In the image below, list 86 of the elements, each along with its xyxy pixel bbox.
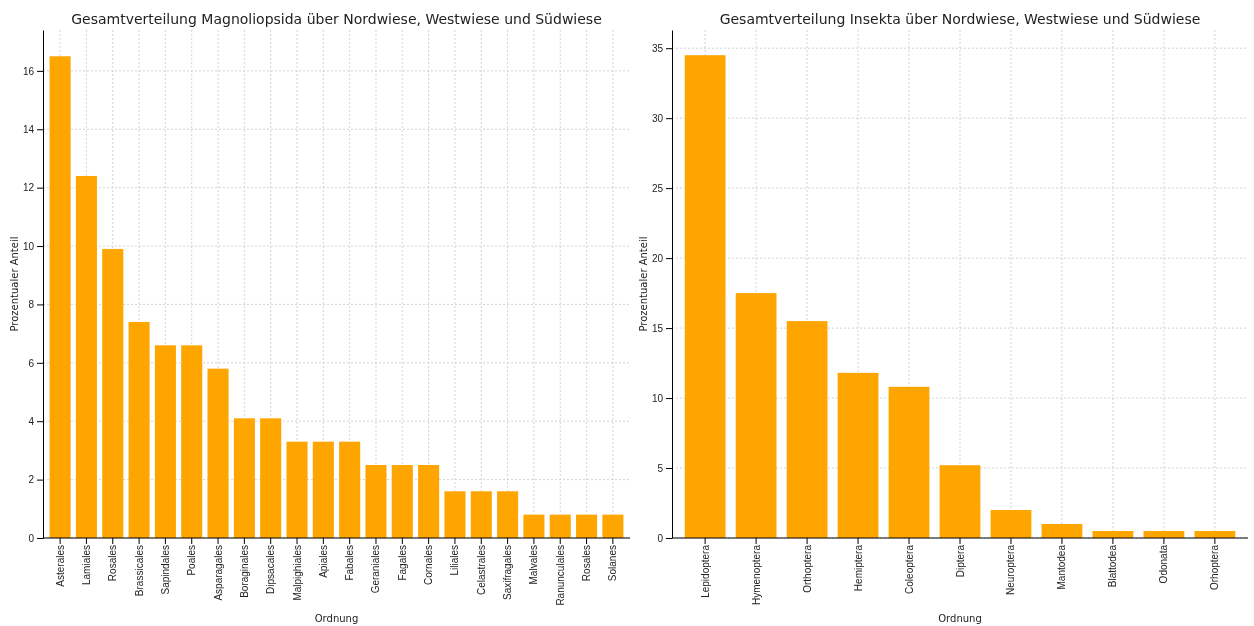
x-tick-label: Rosales — [107, 545, 119, 582]
bar — [444, 491, 466, 538]
bar — [684, 55, 726, 538]
x-tick-label: Malvales — [528, 545, 540, 585]
bar — [207, 368, 229, 538]
x-tick-label: Neuroptera — [1005, 544, 1017, 596]
y-tick-label: 5 — [657, 462, 664, 474]
bar — [576, 514, 598, 538]
bar — [990, 510, 1032, 538]
y-tick-label: 8 — [28, 299, 35, 311]
x-axis-title: Ordnung — [938, 613, 982, 624]
y-tick-label: 0 — [28, 532, 35, 544]
bar — [1041, 524, 1083, 538]
x-tick-label: Hemiptera — [852, 544, 864, 592]
bar — [128, 321, 150, 538]
x-tick-label: Hymenoptera — [750, 544, 762, 606]
x-tick-label: Lamiales — [80, 545, 92, 586]
y-tick-label: 30 — [651, 112, 664, 124]
x-tick-label: Malpighiales — [291, 545, 303, 601]
x-tick-label: Blattodea — [1107, 544, 1119, 588]
x-tick-label: Lepidoptera — [699, 544, 711, 598]
x-tick-label: Asparagales — [212, 545, 224, 601]
x-tick-label: Mantodea — [1056, 544, 1068, 590]
y-tick-label: 4 — [28, 415, 35, 427]
bar — [523, 514, 545, 538]
x-tick-label: Geraniales — [370, 545, 382, 594]
bar — [418, 465, 440, 538]
x-tick-label: Apiales — [317, 545, 329, 578]
y-tick-label: 14 — [22, 123, 35, 135]
bar — [260, 418, 282, 538]
y-tick-label: 20 — [651, 252, 664, 264]
chart-title: Gesamtverteilung Insekta über Nordwiese, Westwiese und Südwiese — [719, 11, 1201, 27]
x-tick-label: Dipsacales — [265, 545, 277, 594]
x-tick-label: Celastrales — [475, 545, 487, 596]
bar — [497, 491, 519, 538]
x-tick-label: Rosales — [581, 545, 593, 582]
bar — [75, 175, 97, 538]
y-tick-label: 10 — [22, 240, 35, 252]
bar — [102, 248, 124, 538]
y-tick-label: 2 — [28, 474, 35, 486]
x-axis-title: Ordnung — [314, 613, 359, 624]
bar — [181, 345, 203, 538]
x-tick-label: Fagales — [396, 545, 408, 581]
bar — [365, 465, 387, 538]
bar — [549, 514, 571, 538]
bar — [312, 441, 334, 538]
bar — [888, 386, 930, 538]
x-tick-label: Saxifragales — [502, 545, 514, 601]
x-tick-label: Boraginales — [238, 545, 250, 598]
x-tick-label: Liliales — [449, 545, 461, 576]
x-tick-label: Orhoptera — [1209, 544, 1221, 591]
y-tick-label: 15 — [651, 322, 664, 334]
bar — [602, 514, 624, 538]
x-tick-label: Poales — [186, 545, 198, 576]
x-tick-label: Diptera — [954, 544, 966, 578]
x-tick-label: Cornales — [423, 545, 435, 586]
y-tick-label: 12 — [22, 182, 35, 194]
y-tick-label: 10 — [651, 392, 664, 404]
y-tick-label: 0 — [657, 532, 664, 544]
x-tick-label: Brassicales — [133, 545, 145, 597]
bar — [837, 372, 879, 538]
x-tick-label: Orthoptera — [801, 544, 813, 593]
bar — [391, 465, 413, 538]
bar — [286, 441, 308, 538]
bar — [939, 465, 981, 538]
chart-title: Gesamtverteilung Magnoliopsida über Nordwiese, Westwiese und Südwiese — [71, 11, 602, 27]
x-tick-label: Odonata — [1158, 544, 1170, 584]
bar — [470, 491, 492, 538]
bar — [735, 293, 777, 538]
bar — [786, 321, 828, 538]
x-tick-label: Fabales — [344, 545, 356, 581]
x-tick-label: Sapindales — [159, 545, 171, 595]
bar — [49, 56, 71, 538]
x-tick-label: Ranunculales — [554, 545, 566, 606]
x-tick-label: Coleoptera — [903, 544, 915, 594]
bar — [154, 345, 176, 538]
x-tick-label: Asterales — [54, 545, 66, 587]
bar — [233, 418, 255, 538]
y-axis-title: Prozentualer Anteil — [638, 236, 649, 332]
y-tick-label: 25 — [651, 182, 664, 194]
y-tick-label: 16 — [22, 65, 35, 77]
y-tick-label: 6 — [28, 357, 35, 369]
y-tick-label: 35 — [651, 42, 664, 54]
bar — [339, 441, 361, 538]
x-tick-label: Solanes — [607, 545, 619, 582]
y-axis-title: Prozentualer Anteil — [9, 236, 20, 332]
